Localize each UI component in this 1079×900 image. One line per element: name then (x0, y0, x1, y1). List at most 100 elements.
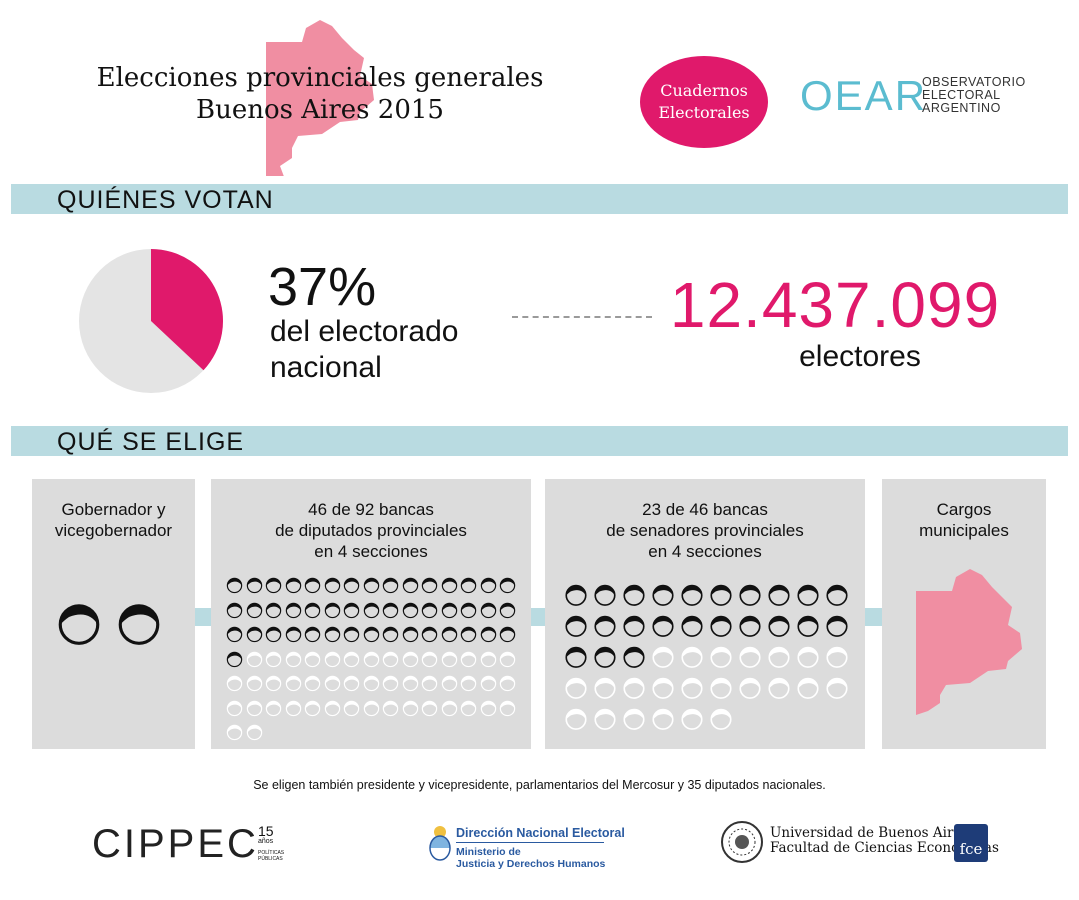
person-head-icon-empty (226, 724, 243, 741)
person-head-icon-elected (499, 602, 516, 618)
person-head-icon-elected (265, 577, 282, 594)
seat-icons (225, 575, 525, 741)
person-head-icon-empty (499, 675, 516, 692)
person-head-icon-empty (623, 677, 645, 699)
panel-senators: 23 de 46 bancas de senadores provinciale… (545, 479, 865, 749)
person-head-icon-empty (623, 708, 645, 730)
oear-logo: OEAR OBSERVATORIO ELECTORAL ARGENTINO (800, 72, 1040, 122)
person-head-icon-empty (382, 651, 399, 667)
oear-line: OBSERVATORIO (922, 75, 1026, 89)
person-head-icon-empty (402, 675, 418, 692)
person-head-icon-elected (565, 615, 587, 637)
panel-title: 23 de 46 bancas de senadores provinciale… (545, 499, 865, 562)
person-head-icon-empty (285, 651, 301, 667)
person-head-icon-elected (285, 626, 301, 643)
person-head-icon-empty (246, 724, 262, 741)
person-head-icon-elected (402, 602, 418, 618)
person-head-icon-elected (441, 626, 457, 643)
person-head-icon-empty (565, 677, 587, 699)
person-head-icon-elected (421, 626, 438, 643)
person-head-icon-elected (382, 602, 399, 618)
person-head-icon-empty (565, 708, 587, 730)
person-head-icon-elected (304, 602, 321, 618)
person-head-icon-elected (565, 646, 587, 668)
person-head-icon-empty (363, 675, 379, 692)
person-head-icon-empty (768, 646, 790, 668)
person-head-icon-elected (460, 577, 477, 594)
person-head-icon-empty (480, 651, 496, 667)
person-head-icon-empty (681, 708, 703, 730)
person-head-icon-elected (324, 577, 340, 594)
province-map-icon (916, 569, 1022, 715)
person-head-icon-elected (768, 615, 790, 637)
person-head-icon-empty (826, 646, 848, 668)
person-head-icon-empty (768, 677, 790, 699)
person-head-icon-elected (343, 602, 360, 618)
dne-underline (456, 842, 604, 843)
person-head-icon-empty (710, 708, 732, 730)
panel-title-line: de senadores provinciales (606, 521, 804, 540)
person-head-icon-empty (826, 677, 848, 699)
person-head-icon-elected (441, 602, 457, 618)
person-head-icon-elected (480, 602, 496, 618)
panel-governor: Gobernador y vicegobernador (32, 479, 195, 749)
person-head-icon-elected (681, 615, 703, 637)
person-head-icon-elected (681, 584, 703, 606)
oear-logo-mark: OEAR (800, 72, 928, 119)
person-head-icon-elected (226, 602, 243, 618)
badge-line: Electorales (658, 103, 750, 122)
person-head-icon-elected (768, 584, 790, 606)
person-head-icon-elected (739, 584, 761, 606)
fce-logo: fce (954, 824, 988, 862)
person-head-icon-elected (363, 602, 379, 618)
person-head-icon-empty (421, 675, 438, 692)
title-line: Elecciones provinciales generales (96, 63, 544, 93)
seat-icons (54, 597, 184, 647)
panel-title: 46 de 92 bancas de diputados provinciale… (211, 499, 531, 562)
person-head-icon-empty (594, 708, 616, 730)
person-head-icon-empty (441, 675, 457, 692)
person-head-icon-empty (460, 651, 477, 667)
person-head-icon-elected (480, 626, 496, 643)
person-head-icon-elected (226, 626, 243, 643)
uba-line: Facultad de Ciencias Económicas (770, 840, 999, 856)
cippec-15-years-badge: 15 años POLÍTICAS PÚBLICAS (258, 824, 284, 862)
person-head-icon-empty (421, 651, 438, 667)
dne-title: Dirección Nacional Electoral (456, 826, 625, 840)
person-head-icon-elected (421, 577, 438, 594)
panel-title-line: 46 de 92 bancas (308, 500, 434, 519)
person-head-icon-empty (441, 651, 457, 667)
footnote: Se eligen también presidente y vicepresi… (253, 778, 826, 792)
person-head-icon-elected (246, 602, 262, 618)
person-head-icon-elected (739, 615, 761, 637)
percent-label: del electorado nacional (270, 314, 458, 386)
person-head-icon-elected (797, 584, 819, 606)
person-head-icon-elected (324, 602, 340, 618)
person-head-icon-empty (739, 677, 761, 699)
person-head-icon-empty (421, 700, 438, 716)
person-head-icon-empty (710, 646, 732, 668)
person-head-icon-empty (652, 677, 674, 699)
person-head-icon-elected (285, 577, 301, 594)
panel-title-line: municipales (919, 521, 1009, 540)
panel-title: Gobernador y vicegobernador (32, 499, 195, 541)
person-head-icon-empty (382, 700, 399, 716)
fce-logo-text: fce (959, 840, 983, 858)
person-head-icon-elected (402, 577, 418, 594)
cippec-sub: PÚBLICAS (258, 856, 283, 862)
person-head-icon-empty (343, 651, 360, 667)
person-head-icon-empty (382, 675, 399, 692)
person-head-icon-elected (382, 626, 399, 643)
person-head-icon-elected (324, 626, 340, 643)
person-head-icon-empty (265, 700, 282, 716)
person-head-icon-elected (710, 584, 732, 606)
panel-municipal: Cargos municipales (882, 479, 1046, 749)
person-head-icon-elected (246, 577, 262, 594)
person-head-icon-empty (652, 708, 674, 730)
person-head-icon-elected (402, 626, 418, 643)
person-head-icon-elected (226, 651, 243, 667)
person-head-icon-empty (739, 646, 761, 668)
person-head-icon-elected (623, 615, 645, 637)
person-head-icon-elected (594, 646, 616, 668)
person-head-icon-empty (246, 651, 262, 667)
